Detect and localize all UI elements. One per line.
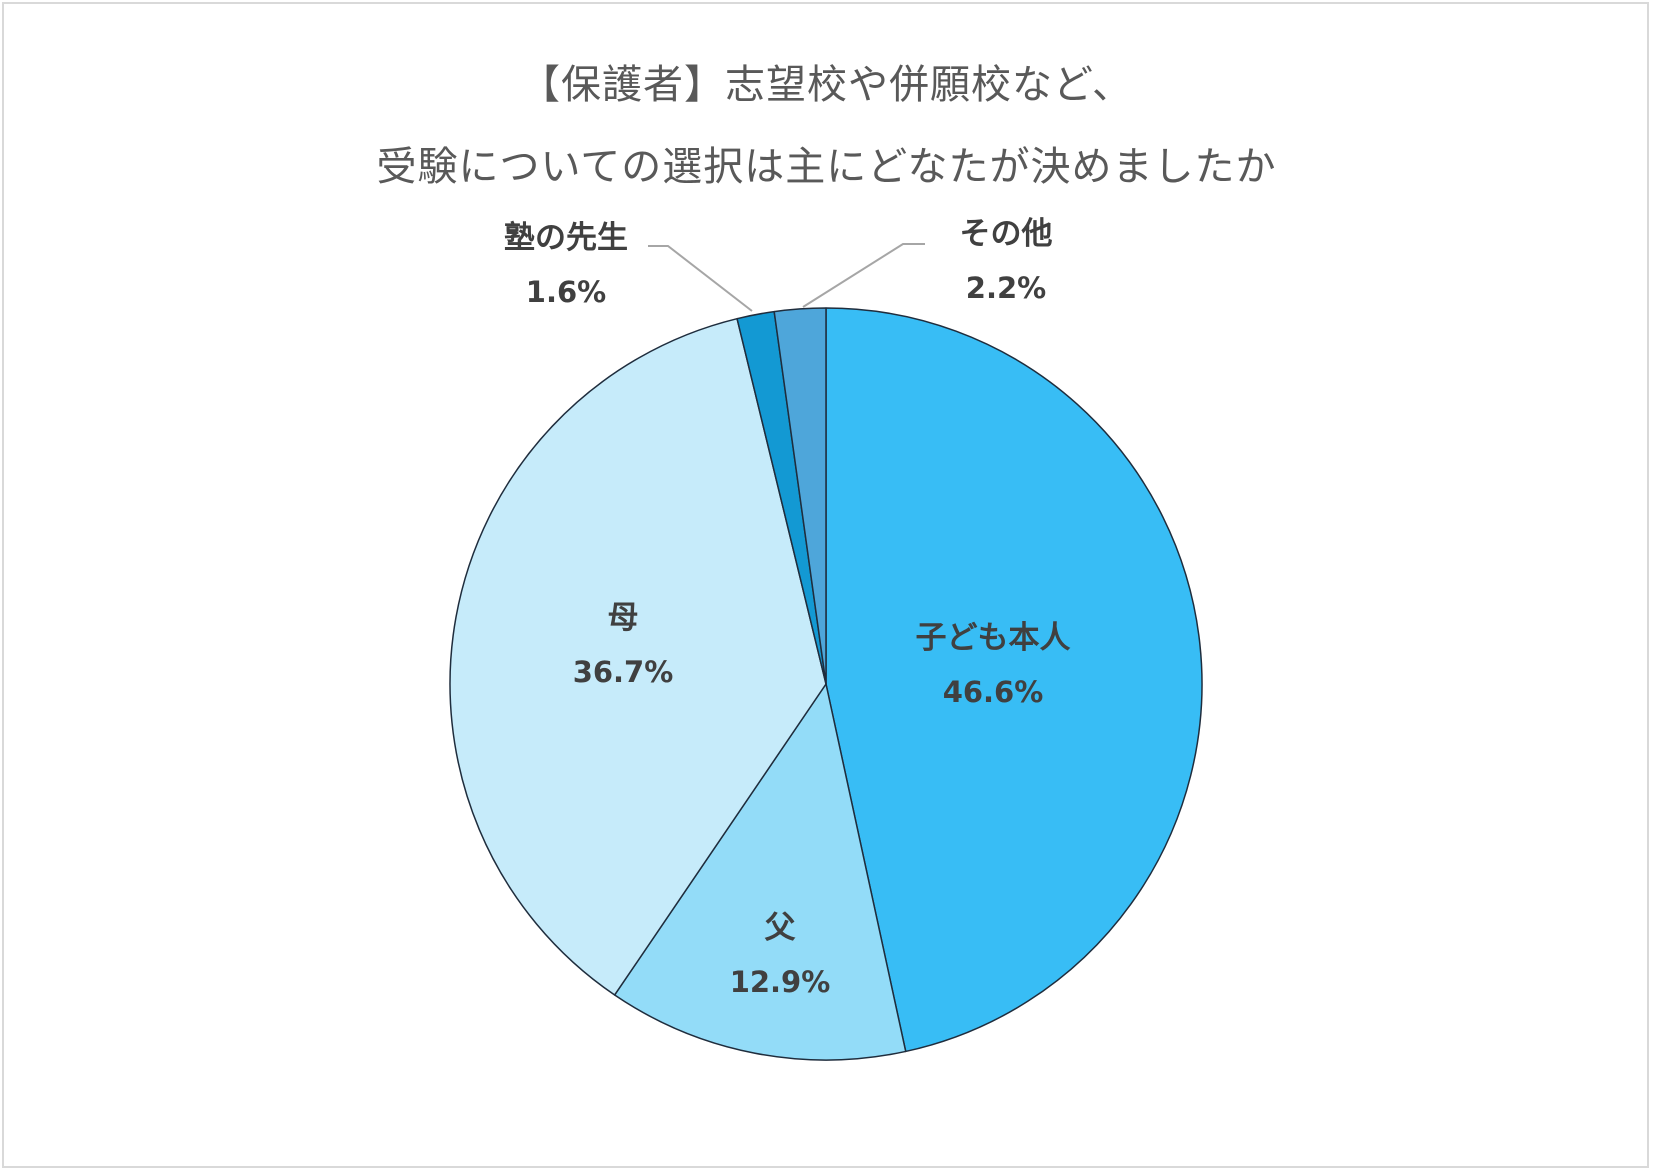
slice-value-1: 46.6% <box>943 675 1044 709</box>
chart-title-line-1: 【保護者】志望校や併願校など、 <box>520 62 1133 108</box>
pie-slice-2 <box>613 683 907 1061</box>
pie-slice-5 <box>773 307 827 685</box>
slice-value-2: 12.9% <box>730 965 831 999</box>
slice-label-4: 塾の先生 <box>504 220 628 256</box>
slice-label-2: 父 <box>765 910 796 946</box>
slice-value-3: 36.7% <box>573 655 674 689</box>
slice-value-4: 1.6% <box>526 275 606 309</box>
leader-lines <box>648 243 925 312</box>
slice-label-5: その他 <box>960 216 1053 252</box>
pie-slices <box>449 307 1203 1061</box>
chart-title-line-2: 受験についての選択は主にどなたが決めましたか <box>376 144 1277 190</box>
pie-slice-3 <box>449 317 827 996</box>
data-labels: 子ども本人 46.6% 父 12.9% 母 36.7% 塾の先生 1.6% その他 2.2% <box>504 216 1071 999</box>
pie-slice-1 <box>825 307 1203 1053</box>
slice-label-3: 母 <box>608 600 639 636</box>
leader-line-4 <box>648 245 753 312</box>
leader-line-5 <box>802 243 925 308</box>
slice-value-5: 2.2% <box>966 271 1046 305</box>
slice-label-1: 子ども本人 <box>916 620 1071 656</box>
